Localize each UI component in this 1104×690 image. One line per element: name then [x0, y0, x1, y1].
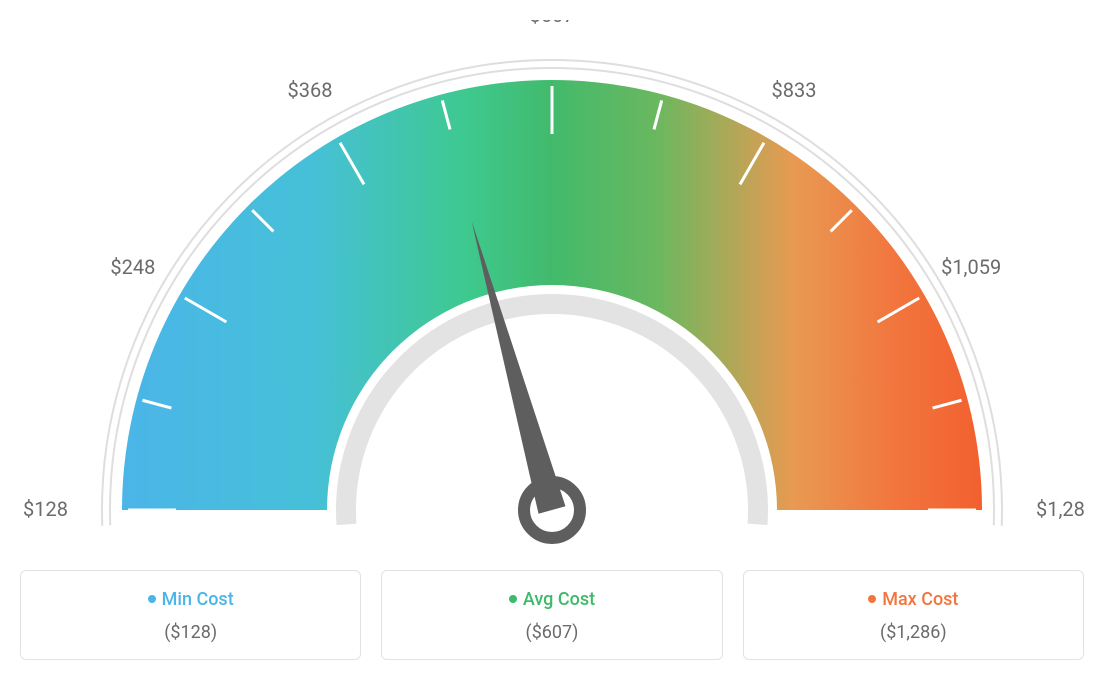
legend-card-min: Min Cost ($128) [20, 570, 361, 660]
svg-text:$607: $607 [530, 20, 575, 27]
dot-icon [509, 595, 517, 603]
legend-max-label-text: Max Cost [882, 589, 958, 610]
gauge-svg: $128 $248 $368 $607 $833 $1,059 $1,286 [20, 20, 1084, 560]
legend-label-max: Max Cost [756, 589, 1071, 610]
legend-max-value: ($1,286) [756, 622, 1071, 643]
legend-label-min: Min Cost [33, 589, 348, 610]
legend-label-avg: Avg Cost [394, 589, 709, 610]
legend-avg-label-text: Avg Cost [523, 589, 595, 610]
legend-min-label-text: Min Cost [162, 589, 234, 610]
legend-card-max: Max Cost ($1,286) [743, 570, 1084, 660]
svg-text:$248: $248 [110, 255, 155, 279]
legend-row: Min Cost ($128) Avg Cost ($607) Max Cost… [20, 570, 1084, 660]
dot-icon [148, 595, 156, 603]
svg-text:$368: $368 [288, 78, 333, 102]
legend-avg-value: ($607) [394, 622, 709, 643]
gauge-chart: $128 $248 $368 $607 $833 $1,059 $1,286 [20, 20, 1084, 560]
cost-gauge-widget: $128 $248 $368 $607 $833 $1,059 $1,286 Min Cos… [20, 20, 1084, 660]
dot-icon [868, 595, 876, 603]
legend-card-avg: Avg Cost ($607) [381, 570, 722, 660]
svg-text:$833: $833 [772, 78, 817, 102]
svg-text:$1,059: $1,059 [941, 255, 1001, 279]
svg-text:$1,286: $1,286 [1036, 497, 1084, 521]
svg-text:$128: $128 [23, 497, 68, 521]
legend-min-value: ($128) [33, 622, 348, 643]
